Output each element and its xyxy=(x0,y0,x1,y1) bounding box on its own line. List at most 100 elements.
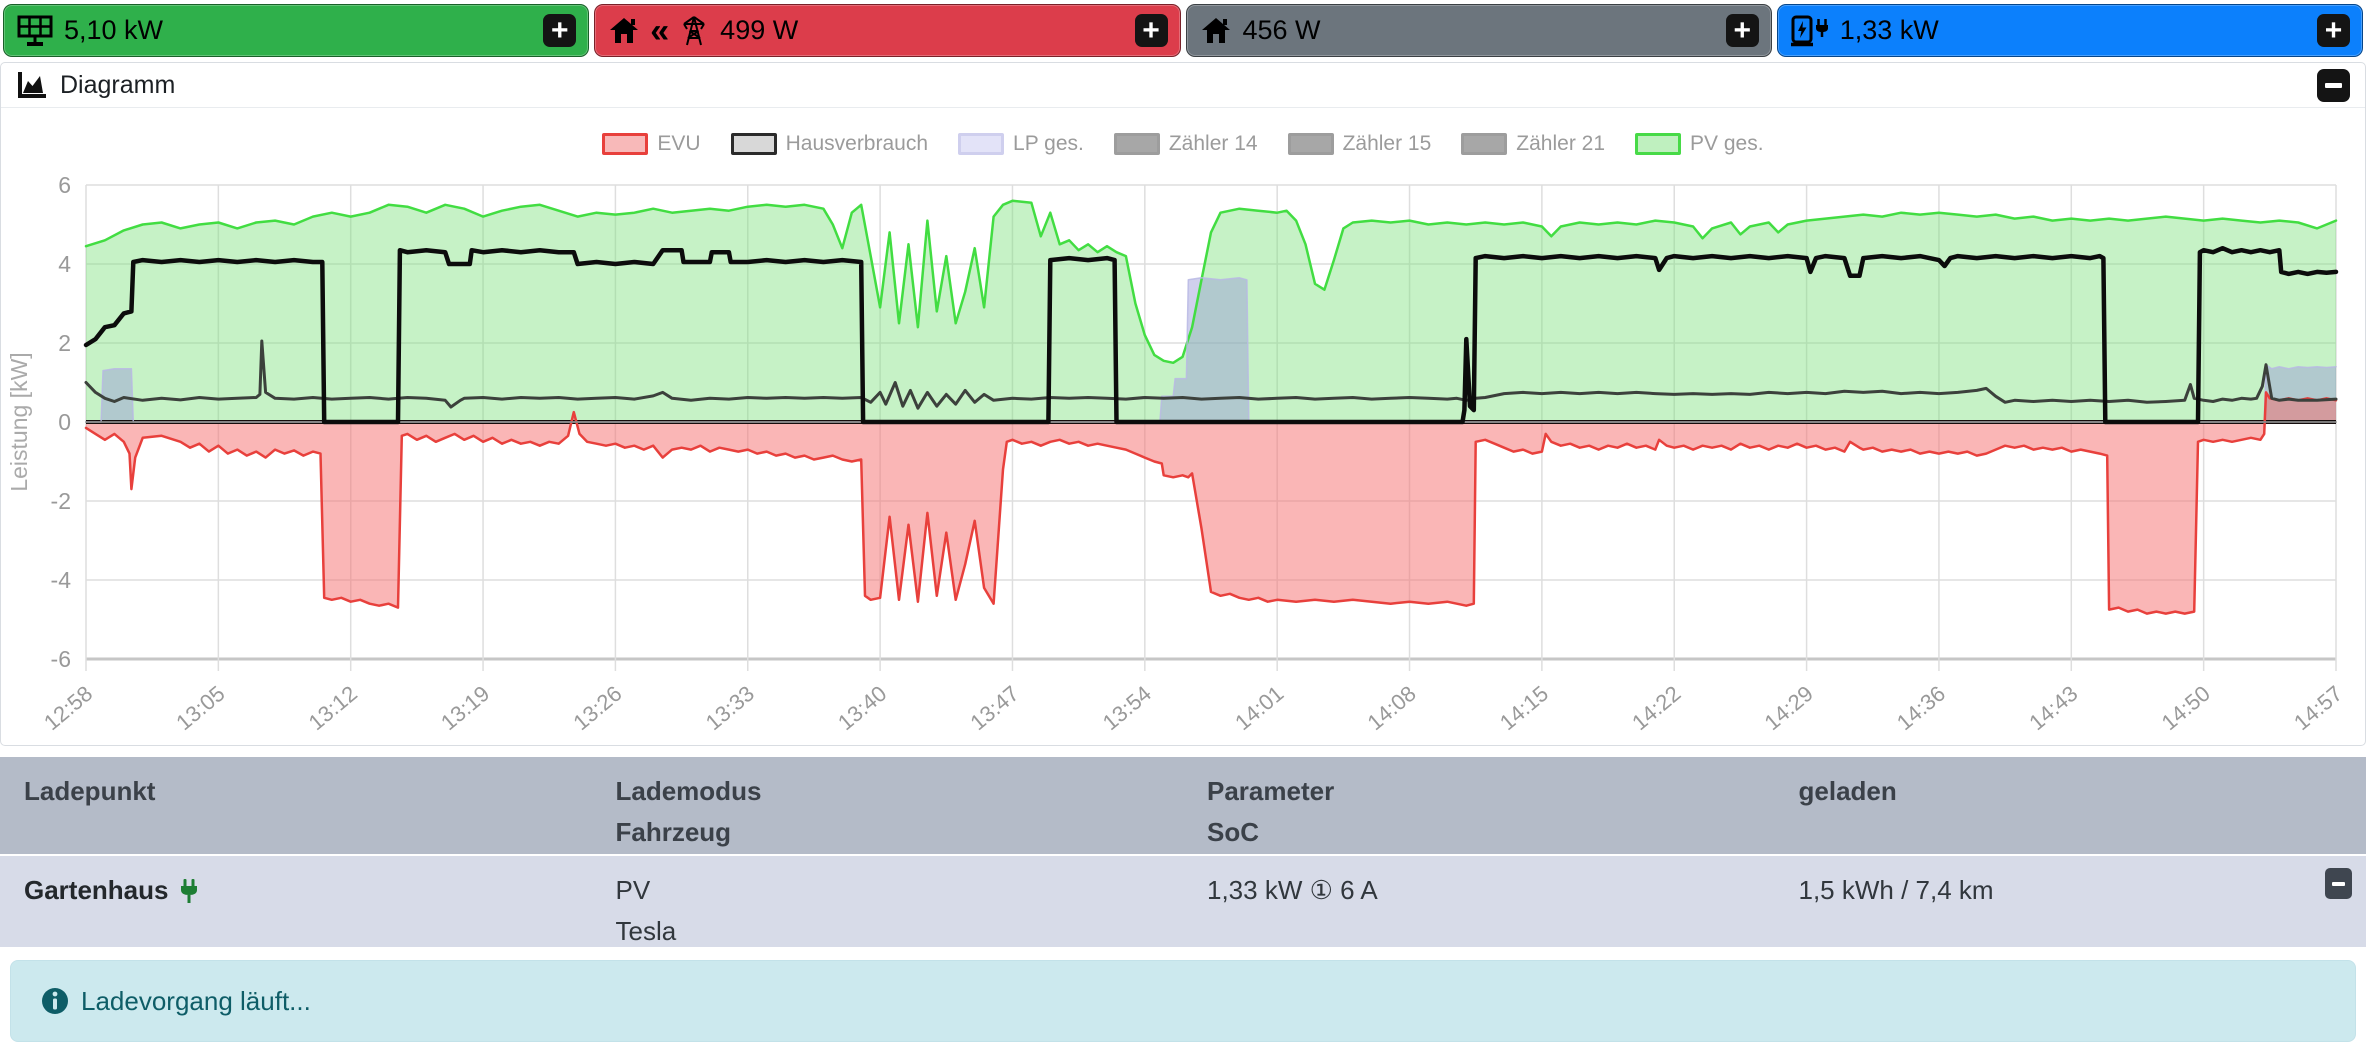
x-tick-label: 14:22 xyxy=(1627,681,1685,736)
chargepoint-collapse-button[interactable] xyxy=(2325,868,2352,899)
series-line-LP ges. xyxy=(85,277,2337,423)
charge-parameter: 1,33 kW ① 6 A xyxy=(1207,875,1378,905)
legend-label: Zähler 14 xyxy=(1168,132,1258,155)
x-tick-label: 14:57 xyxy=(2289,681,2347,736)
y-axis-label: Leistung [kW] xyxy=(6,352,32,491)
grid-expand-button[interactable]: + xyxy=(1134,13,1168,47)
legend-swatch xyxy=(958,133,1005,155)
power-chart: 6 4 2 0 -2 -4 -6 12:58 13:05 13:12 13:19 13:26 13:33… xyxy=(6,172,2347,736)
plus-icon: + xyxy=(2324,13,2343,47)
legend-item-PV ges.[interactable]: PV ges. xyxy=(1635,132,1764,156)
plus-icon: + xyxy=(1142,13,1160,47)
chart-legend: EVU Hausverbrauch LP ges. Zähler 14 Zähler 1… xyxy=(1,132,2365,156)
house-icon xyxy=(1199,15,1233,47)
y-tick-label: -6 xyxy=(51,646,71,672)
header-ladepunkt: Ladepunkt xyxy=(24,776,156,806)
pv-expand-button[interactable]: + xyxy=(543,13,577,47)
series-line-Hausverbrauch xyxy=(84,339,2338,410)
legend-swatch xyxy=(1113,133,1160,155)
grid-power-button[interactable]: « 499 W + xyxy=(594,4,1181,57)
area-chart-icon xyxy=(16,70,48,100)
legend-item-LP ges.[interactable]: LP ges. xyxy=(958,132,1084,156)
legend-item-Hausverbrauch[interactable]: Hausverbrauch xyxy=(730,132,929,156)
x-tick-label: 13:26 xyxy=(568,681,626,736)
x-tick-label: 13:33 xyxy=(701,681,759,736)
x-tick-label: 13:05 xyxy=(171,681,229,736)
alert-text: Ladevorgang läuft... xyxy=(81,985,311,1016)
charge-power-value: 1,33 kW xyxy=(1839,15,1939,45)
legend-item-Zähler 15[interactable]: Zähler 15 xyxy=(1287,132,1432,156)
y-tick-label: -4 xyxy=(51,567,72,593)
x-tick-label: 13:47 xyxy=(965,681,1023,736)
charging-status-alert: Ladevorgang läuft... xyxy=(10,960,2356,1042)
pv-power-value: 5,10 kW xyxy=(64,15,164,45)
series-line-Zähler 14 xyxy=(83,245,2339,425)
y-tick-label: 0 xyxy=(58,409,71,435)
y-tick-label: 6 xyxy=(58,172,71,198)
minus-icon xyxy=(2332,881,2345,886)
pv-power-button[interactable]: 5,10 kW + xyxy=(3,4,590,57)
x-tick-label: 14:01 xyxy=(1230,681,1288,736)
house-expand-button[interactable]: + xyxy=(1725,13,1759,47)
grid-power-value: 499 W xyxy=(720,15,799,45)
minus-icon xyxy=(2325,82,2342,88)
charging-station-icon xyxy=(1790,14,1830,48)
x-tick-label: 13:19 xyxy=(436,681,494,736)
legend-label: Zähler 21 xyxy=(1516,132,1606,155)
legend-label: Hausverbrauch xyxy=(785,132,929,155)
charge-power-button[interactable]: 1,33 kW + xyxy=(1776,4,2363,57)
x-tick-label: 14:36 xyxy=(1892,681,1950,736)
legend-label: Zähler 15 xyxy=(1342,132,1432,155)
x-tick-label: 14:50 xyxy=(2157,681,2215,736)
plug-icon xyxy=(179,870,199,904)
chargepoint-mode-cell: PV Tesla xyxy=(592,856,1184,952)
plus-icon: + xyxy=(550,13,569,47)
x-tick-label: 14:15 xyxy=(1495,681,1553,736)
x-tick-label: 13:54 xyxy=(1098,681,1156,736)
diagram-collapse-button[interactable] xyxy=(2317,68,2350,102)
x-tick-label: 13:12 xyxy=(304,681,362,736)
diagram-header: Diagramm xyxy=(1,63,2365,108)
info-icon xyxy=(41,987,69,1015)
header-geladen: geladen xyxy=(1798,776,1897,806)
grid-flow-icons: « xyxy=(607,14,710,48)
chart-body: EVU Hausverbrauch LP ges. Zähler 14 Zähler 1… xyxy=(1,108,2365,746)
legend-label: EVU xyxy=(657,132,701,155)
charge-expand-button[interactable]: + xyxy=(2317,14,2350,47)
legend-swatch xyxy=(730,133,777,155)
chargepoint-charged-cell: 1,5 kWh / 7,4 km xyxy=(1775,856,2366,952)
legend-swatch xyxy=(1461,133,1508,155)
legend-item-Zähler 14[interactable]: Zähler 14 xyxy=(1113,132,1258,156)
x-tick-label: 14:29 xyxy=(1760,681,1818,736)
legend-swatch xyxy=(602,133,649,155)
diagram-card: Diagramm EVU Hausverbrauch LP ges. Zähler 1… xyxy=(0,62,2366,746)
y-tick-label: -2 xyxy=(51,488,71,514)
charge-mode: PV xyxy=(615,875,651,905)
series-area-EVU xyxy=(86,392,2336,614)
legend-label: LP ges. xyxy=(1013,132,1084,155)
diagram-title: Diagramm xyxy=(60,70,176,99)
house-icon xyxy=(607,15,641,47)
x-tick-label: 14:08 xyxy=(1362,681,1420,736)
series-line-EVU xyxy=(84,391,2338,615)
solar-panel-icon xyxy=(16,14,54,48)
house-power-button[interactable]: 456 W + xyxy=(1185,4,1772,57)
charged-amount: 1,5 kWh / 7,4 km xyxy=(1798,875,1994,905)
x-tick-label: 14:43 xyxy=(2024,681,2082,736)
plus-icon: + xyxy=(1733,13,1752,47)
status-bar: 5,10 kW + « xyxy=(3,4,2363,57)
vehicle-name: Tesla xyxy=(615,916,677,946)
transmission-tower-icon xyxy=(678,14,710,48)
chargepoint-parameter-cell: 1,33 kW ① 6 A xyxy=(1183,856,1775,952)
chargepoint-row-gartenhaus[interactable]: Gartenhaus PV Tesla 1,33 kW ① xyxy=(0,856,2366,947)
header-parameter-soc: Parameter SoC xyxy=(1207,776,1335,847)
legend-item-Zähler 21[interactable]: Zähler 21 xyxy=(1461,132,1605,156)
legend-label: PV ges. xyxy=(1690,132,1764,155)
legend-item-EVU[interactable]: EVU xyxy=(602,132,701,156)
header-lademodus-fahrzeug: Lademodus Fahrzeug xyxy=(615,776,762,847)
y-tick-label: 2 xyxy=(58,330,71,356)
house-power-value: 456 W xyxy=(1242,15,1321,45)
x-tick-label: 12:58 xyxy=(39,681,97,736)
legend-swatch xyxy=(1635,133,1682,155)
